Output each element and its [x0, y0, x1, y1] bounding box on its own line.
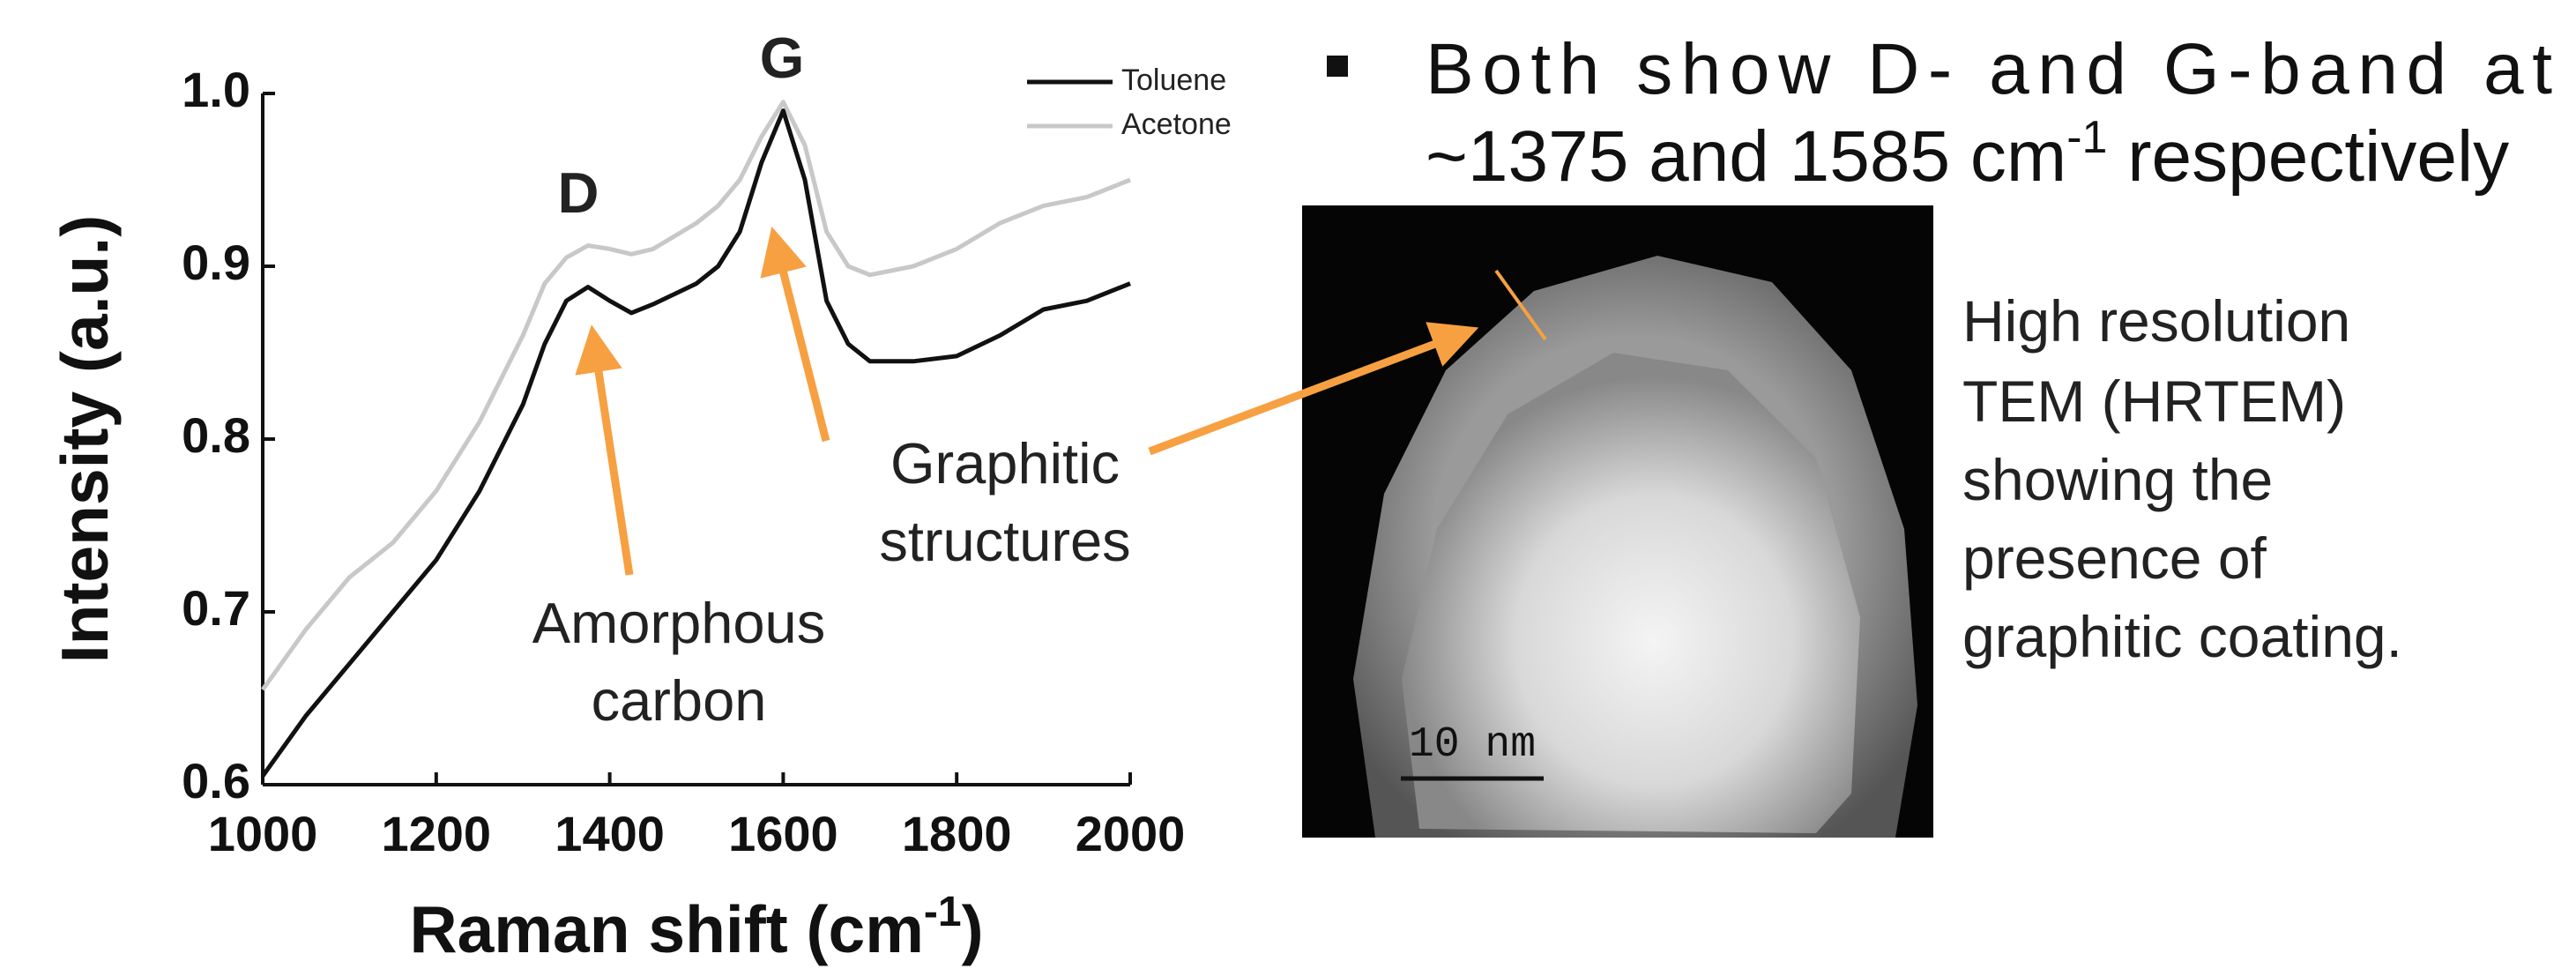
- x-tick-label: 1600: [728, 806, 838, 861]
- scale-bar-label: 10 nm: [1409, 721, 1536, 769]
- caption-line: presence of: [1962, 525, 2267, 591]
- y-tick-label: 0.8: [182, 407, 250, 463]
- legend-label: Toluene: [1121, 63, 1226, 97]
- bullet-sup: -1: [2066, 112, 2107, 163]
- legend-label: Acetone: [1121, 108, 1232, 141]
- slide: Intensity (a.u.) Raman shift (cm-1) 0.60…: [0, 0, 2576, 976]
- x-tick-label: 1400: [555, 806, 665, 861]
- annotation-line: Graphitic: [890, 431, 1120, 495]
- x-tick-label: 1200: [382, 806, 492, 861]
- annotation-line: structures: [879, 509, 1130, 573]
- x-label-sup: -1: [924, 889, 962, 935]
- x-tick-label: 1800: [902, 806, 1012, 861]
- tem-image: 10 nm: [1302, 205, 1933, 838]
- y-tick-label: 0.7: [182, 580, 250, 636]
- caption-line: High resolution: [1962, 288, 2350, 354]
- caption-line: showing the: [1962, 447, 2273, 512]
- bullet-text: respectively: [2107, 116, 2509, 197]
- y-tick-label: 1.0: [182, 62, 250, 117]
- x-tick-label: 1000: [208, 806, 318, 861]
- bullet-marker: [1327, 56, 1348, 77]
- caption-line: TEM (HRTEM): [1962, 369, 2346, 434]
- bullet-line: ~1375 and 1585 cm-1 respectively: [1426, 112, 2509, 197]
- d-band-label: D: [558, 160, 599, 225]
- x-axis-label: Raman shift (cm-1): [409, 889, 983, 966]
- bullet-line: Both show D- and G-band at: [1426, 29, 2552, 109]
- x-label-end: ): [962, 892, 984, 966]
- y-tick-label: 0.6: [182, 753, 250, 808]
- caption-line: graphitic coating.: [1962, 604, 2402, 669]
- arrow: [778, 250, 826, 441]
- annotation-line: Amorphous: [532, 591, 825, 655]
- x-tick-label: 2000: [1076, 806, 1186, 861]
- bullet-text: ~1375 and 1585 cm: [1426, 116, 2066, 197]
- annotation-line: carbon: [592, 668, 767, 733]
- y-tick-label: 0.9: [182, 235, 250, 290]
- arrow: [595, 348, 629, 575]
- x-label-text: Raman shift (cm: [409, 892, 923, 966]
- y-axis-label: Intensity (a.u.): [48, 215, 122, 663]
- g-band-label: G: [760, 26, 805, 90]
